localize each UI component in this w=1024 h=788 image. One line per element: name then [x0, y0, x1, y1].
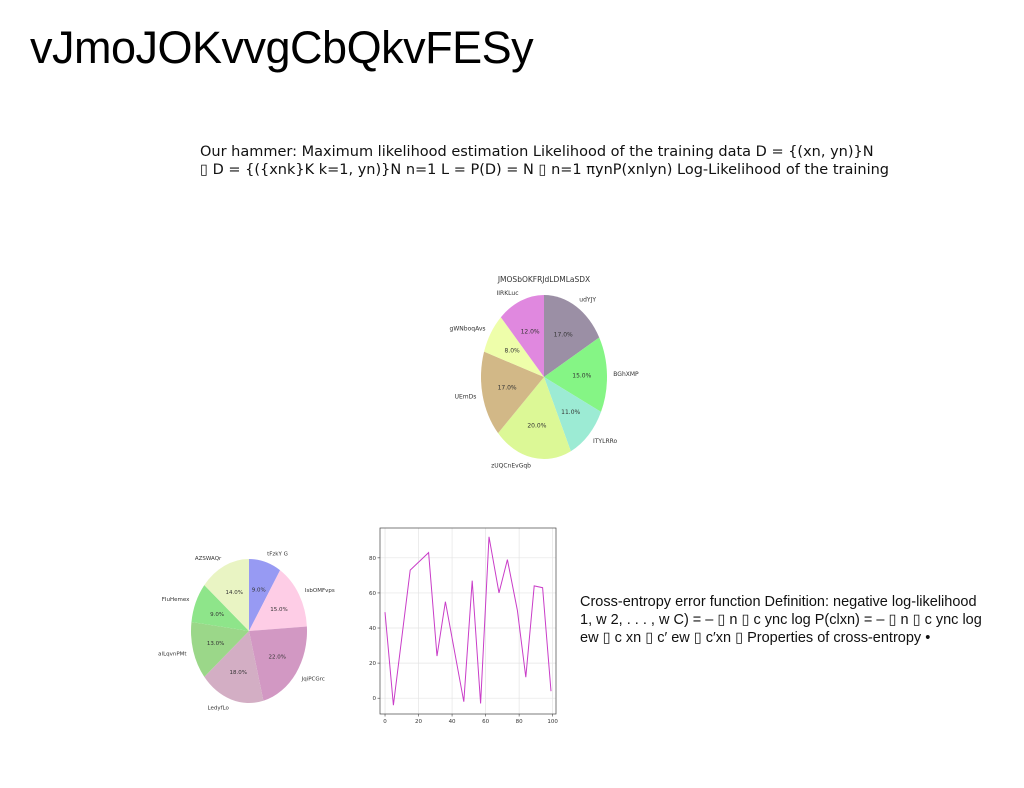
y-tick-label: 60 [369, 591, 376, 597]
pie-slice-label: UEmDs [455, 394, 477, 401]
pie-slice [249, 570, 307, 631]
pie-slice-label: IIRKLuc [497, 290, 519, 297]
pie-slice-label: LedyfLo [208, 706, 230, 712]
pie-value-label: 15.0% [572, 373, 591, 380]
pie-slice [500, 295, 544, 377]
pie-value-label: 18.0% [229, 670, 246, 676]
pie-chart-top: JMOSbOKFRJdLDMLaSDX udYJY 17.0% BGhXMP 15.0%… [450, 275, 640, 470]
pie-slice [544, 377, 601, 452]
pie-slice-label: tFzkY G [267, 552, 288, 558]
pie-slice [191, 621, 249, 677]
pie-value-label: 15.0% [270, 607, 287, 613]
paragraph-line: ew ▯ c xn ▯ c′ ew ▯ c′xn ▯ Properties of… [580, 630, 931, 646]
pie-value-label: 22.0% [268, 654, 285, 660]
pie-slice-label: AZSWAQr [195, 556, 222, 562]
x-tick-label: 100 [547, 719, 558, 725]
pie-chart-bottom: tFzkY G 9.0% IsbOMFvps 15.0% JqiPCGrc 22.0% Le… [158, 552, 335, 712]
pie-slice-label: JqiPCGrc [301, 676, 325, 682]
paragraph-line: Our hammer: Maximum likelihood estimatio… [200, 144, 874, 160]
pie-value-label: 14.0% [225, 590, 242, 596]
pie-slice [544, 295, 600, 377]
pie-slice [498, 377, 571, 460]
pie-title: JMOSbOKFRJdLDMLaSDX [497, 275, 590, 284]
pie-slice-label: ITYLRRo [593, 438, 618, 445]
paragraph-line: Cross-entropy error function Definition:… [580, 594, 977, 610]
pie-slice [191, 585, 249, 631]
y-tick-label: 20 [369, 661, 376, 667]
paragraph-likelihood: Our hammer: Maximum likelihood estimatio… [200, 143, 900, 179]
pie-slice-label: BGhXMP [613, 371, 639, 378]
x-tick-label: 60 [482, 719, 489, 725]
paragraph-line: 1, w 2, . . . , w C) = – ▯ n ▯ c ync log… [580, 612, 982, 628]
x-tick-label: 20 [415, 719, 422, 725]
pie-slice-label: FIuHemex [162, 597, 190, 603]
pie-slice [544, 337, 607, 412]
slide-title: vJmoJOKvvgCbQkvFESy [30, 22, 534, 73]
pie-value-label: 11.0% [561, 409, 580, 416]
pie-value-label: 8.0% [504, 348, 520, 355]
pie-slice [484, 317, 544, 377]
paragraph-cross-entropy: Cross-entropy error function Definition:… [580, 593, 1024, 647]
y-tick-label: 0 [373, 696, 377, 702]
pie-value-label: 17.0% [554, 332, 573, 339]
pie-value-label: 9.0% [210, 612, 224, 618]
pie-slice [480, 351, 544, 434]
pie-slice-label: gWNboqAvs [450, 326, 486, 333]
plot-frame [379, 527, 557, 715]
pie-slice-label: zUQCnEvGqb [491, 463, 531, 470]
series-line [384, 536, 552, 706]
pie-slice [249, 626, 308, 701]
paragraph-line: ▯ D = {({xnk}K k=1, yn)}N n=1 L = P(D) =… [200, 162, 890, 178]
pie-slice-label: udYJY [579, 296, 596, 303]
pie-slice [204, 559, 249, 631]
pie-slice [249, 559, 281, 631]
x-tick-label: 80 [516, 719, 523, 725]
pie-slice-label: IsbOMFvps [305, 588, 335, 594]
pie-slice [204, 631, 264, 703]
plot-area [380, 528, 556, 714]
line-chart: 0 20 40 60 80 100 0 20 40 60 80 [369, 527, 558, 725]
pie-value-label: 12.0% [521, 328, 540, 335]
pie-value-label: 17.0% [498, 385, 517, 392]
y-tick-label: 80 [369, 556, 376, 562]
pie-slice-label: alLqvnPMt [158, 652, 187, 658]
y-tick-label: 40 [369, 626, 376, 632]
pie-value-label: 13.0% [207, 641, 224, 647]
x-tick-label: 40 [449, 719, 456, 725]
pie-value-label: 9.0% [252, 588, 266, 594]
x-tick-label: 0 [383, 719, 387, 725]
pie-value-label: 20.0% [527, 422, 546, 429]
